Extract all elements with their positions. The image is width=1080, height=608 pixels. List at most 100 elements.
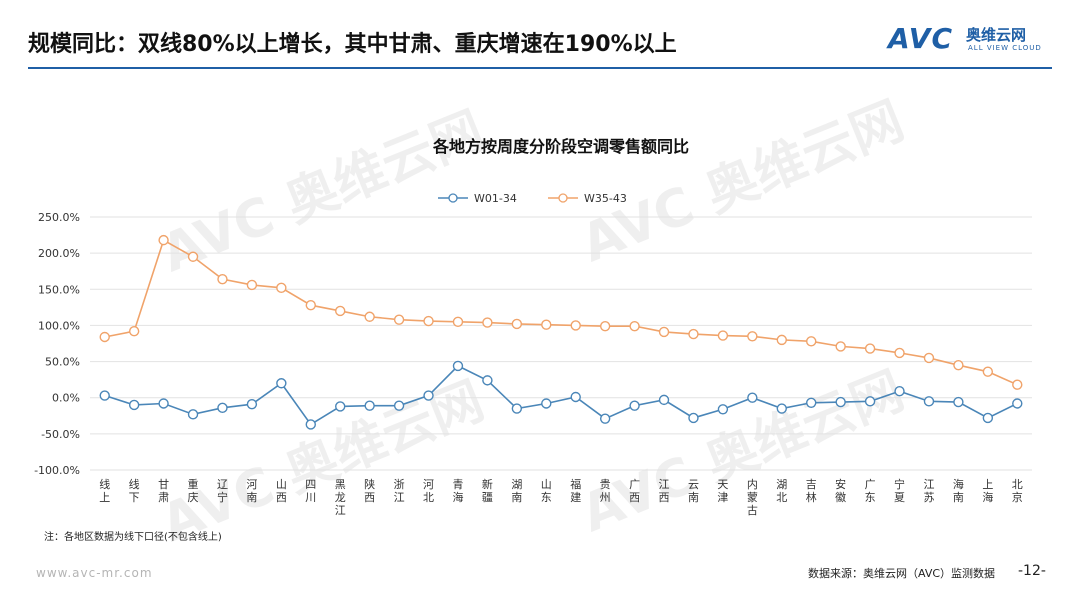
x-tick-label: 甘肃 xyxy=(158,478,169,504)
x-tick-label: 上海 xyxy=(982,478,993,504)
y-tick-label: 100.0% xyxy=(38,319,80,332)
data-point xyxy=(982,412,994,424)
x-tick-label: 内蒙古 xyxy=(747,477,758,517)
y-tick-label: -100.0% xyxy=(34,464,80,477)
x-tick-label: 吉林 xyxy=(806,478,817,504)
data-point xyxy=(629,320,640,332)
data-point xyxy=(688,412,699,424)
x-tick-label: 河南 xyxy=(246,478,257,504)
data-point xyxy=(393,400,405,411)
data-point xyxy=(570,391,581,403)
x-tick-label: 浙江 xyxy=(394,478,405,504)
data-point xyxy=(452,360,464,372)
data-point xyxy=(541,398,552,409)
data-point xyxy=(864,343,876,354)
x-tick-label: 江苏 xyxy=(923,478,934,504)
data-point xyxy=(1012,379,1023,390)
data-point xyxy=(158,398,169,409)
logo-english: ALL VIEW CLOUD xyxy=(968,44,1042,52)
x-tick-label: 黑龙江 xyxy=(335,478,346,517)
logo-mark: AVC xyxy=(888,22,953,55)
logo-chinese: 奥维云网 xyxy=(966,26,1027,44)
y-tick-label: 200.0% xyxy=(38,247,80,260)
footnote: 注：各地区数据为线下口径(不包含线上) xyxy=(44,532,222,543)
x-tick-label: 贵州 xyxy=(600,478,611,504)
data-point xyxy=(305,299,316,311)
x-tick-label: 辽宁 xyxy=(217,478,228,504)
data-point xyxy=(305,419,316,430)
data-point xyxy=(276,282,287,294)
x-tick-label: 北京 xyxy=(1012,478,1023,504)
x-tick-label: 湖南 xyxy=(511,478,522,504)
legend-label: W01-34 xyxy=(474,192,517,205)
data-point xyxy=(541,319,552,330)
data-point xyxy=(128,399,140,411)
data-point xyxy=(806,397,817,408)
data-point xyxy=(747,392,758,403)
data-point xyxy=(658,394,670,406)
x-tick-label: 山西 xyxy=(276,478,287,504)
x-tick-label: 湖北 xyxy=(776,478,787,504)
site-url[interactable]: www.avc-mr.com xyxy=(36,566,153,580)
x-tick-label: 宁夏 xyxy=(894,477,905,504)
data-point xyxy=(894,386,905,397)
data-point xyxy=(953,359,964,371)
data-point xyxy=(599,413,611,424)
x-tick-label: 线上 xyxy=(99,477,110,504)
data-point xyxy=(99,390,110,401)
x-tick-label: 天津 xyxy=(717,478,728,504)
data-point xyxy=(482,375,493,386)
data-point xyxy=(776,403,787,414)
legend-label: W35-43 xyxy=(584,192,627,205)
data-point xyxy=(747,331,758,342)
series-line-W35-43 xyxy=(104,238,1018,386)
data-point xyxy=(658,326,670,338)
data-point xyxy=(452,316,464,328)
data-point xyxy=(511,403,523,414)
data-point xyxy=(806,336,817,347)
data-point xyxy=(187,251,199,262)
data-point xyxy=(246,399,258,410)
data-point xyxy=(364,311,375,322)
x-tick-label: 四川 xyxy=(305,478,316,504)
header-rule xyxy=(28,67,1052,69)
legend-marker xyxy=(448,193,458,203)
x-tick-label: 江西 xyxy=(659,478,670,504)
x-tick-label: 青海 xyxy=(452,478,463,504)
x-tick-label: 广东 xyxy=(865,478,876,504)
data-point xyxy=(364,400,375,411)
x-tick-label: 线下 xyxy=(129,477,140,504)
data-point xyxy=(717,330,729,341)
avc-logo: AVC 奥维云网 ALL VIEW CLOUD xyxy=(888,22,1058,60)
data-point xyxy=(217,402,228,414)
y-tick-label: 50.0% xyxy=(45,356,80,369)
data-point xyxy=(511,318,523,330)
data-point xyxy=(599,320,611,332)
data-point xyxy=(187,409,199,420)
chart-title: 各地方按周度分阶段空调零售额同比 xyxy=(432,137,689,156)
x-tick-label: 新疆 xyxy=(482,477,493,504)
y-tick-label: 250.0% xyxy=(38,211,80,224)
series-line-W01-34 xyxy=(104,364,1018,426)
data-point xyxy=(158,234,169,246)
data-source: 数据来源：奥维云网（AVC）监测数据 xyxy=(808,567,996,580)
y-tick-label: 150.0% xyxy=(38,283,80,296)
data-point xyxy=(99,331,110,343)
y-tick-label: -50.0% xyxy=(41,428,80,441)
data-point xyxy=(276,378,287,389)
data-point xyxy=(246,279,258,291)
data-point xyxy=(482,317,493,328)
data-point xyxy=(923,396,935,407)
data-point xyxy=(423,315,434,327)
x-tick-label: 陕西 xyxy=(364,477,375,504)
data-point xyxy=(717,404,729,415)
data-point xyxy=(217,273,228,285)
page-title: 规模同比：双线80%以上增长，其中甘肃、重庆增速在190%以上 xyxy=(28,32,677,57)
data-point xyxy=(835,341,846,352)
data-point xyxy=(688,328,699,340)
data-point xyxy=(128,326,140,337)
x-tick-label: 云南 xyxy=(688,478,699,504)
x-tick-label: 海南 xyxy=(953,477,964,504)
data-point xyxy=(864,396,876,407)
